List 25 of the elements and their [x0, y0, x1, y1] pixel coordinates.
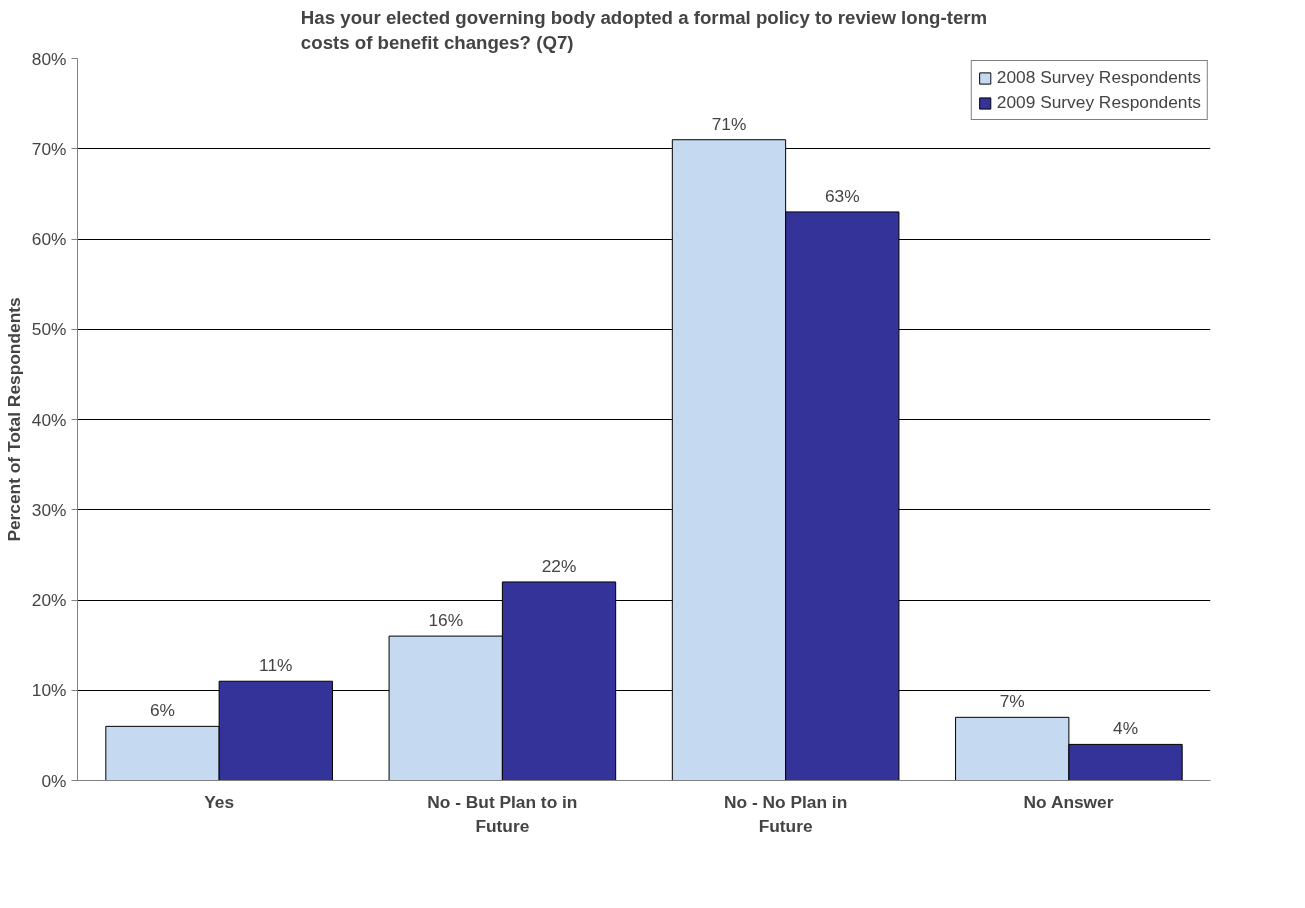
y-tick-label: 60% [31, 229, 67, 249]
data-label: 71% [711, 113, 747, 134]
legend-label: 2009 Survey Respondents [996, 92, 1201, 113]
y-tick-label: 0% [41, 770, 67, 791]
y-tick-label: 30% [31, 499, 67, 520]
x-tick-label: No - But Plan to in Future [427, 791, 578, 836]
y-axis-title: Percent of Total Respondents [3, 297, 24, 542]
x-tick-label: No - No Plan in Future [724, 791, 848, 836]
data-label: 7% [999, 691, 1025, 712]
y-tick-label: 10% [31, 680, 67, 701]
y-tick-label: 80% [31, 48, 67, 69]
data-label: 63% [824, 185, 860, 206]
legend-label: 2008 Survey Respondents [996, 67, 1201, 88]
y-tick-label: 70% [31, 138, 67, 159]
data-label: 11% [259, 655, 293, 676]
y-tick-label: 20% [31, 590, 67, 610]
data-label: 22% [541, 555, 577, 576]
y-tick-label: 40% [31, 409, 67, 430]
chart-title: Has your elected governing body adopted a formal policy to review long-term costs of benefit changes? (Q7) [300, 7, 988, 54]
data-label: 4% [1113, 718, 1139, 739]
x-tick-label: No Answer [1023, 791, 1114, 812]
data-label: 6% [149, 700, 175, 721]
y-tick-label: 50% [31, 319, 67, 340]
x-tick-label: Yes [204, 791, 235, 812]
data-label: 16% [428, 610, 464, 631]
